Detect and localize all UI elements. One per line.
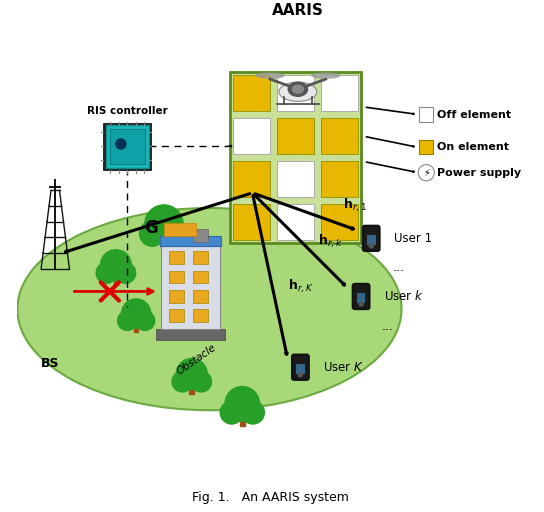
Bar bbox=[419, 108, 434, 121]
Bar bbox=[357, 293, 366, 303]
Bar bbox=[240, 408, 245, 426]
Circle shape bbox=[418, 164, 434, 181]
Circle shape bbox=[220, 401, 243, 424]
Bar bbox=[233, 161, 270, 197]
Bar bbox=[103, 122, 151, 169]
Bar bbox=[233, 75, 270, 111]
Text: Off element: Off element bbox=[437, 110, 511, 119]
Bar bbox=[156, 329, 225, 340]
Circle shape bbox=[101, 250, 132, 281]
Circle shape bbox=[122, 299, 151, 328]
Bar bbox=[169, 309, 184, 322]
Bar bbox=[110, 129, 145, 163]
Bar bbox=[193, 229, 208, 242]
Circle shape bbox=[172, 371, 193, 392]
Text: $\mathbf{h}_{r,k}$: $\mathbf{h}_{r,k}$ bbox=[318, 232, 343, 249]
Text: AARIS: AARIS bbox=[272, 4, 324, 18]
Bar bbox=[277, 118, 314, 154]
Circle shape bbox=[225, 387, 259, 421]
Ellipse shape bbox=[279, 82, 317, 101]
Bar bbox=[162, 246, 220, 329]
Text: On element: On element bbox=[437, 142, 509, 153]
Bar bbox=[134, 317, 138, 332]
Bar bbox=[160, 236, 221, 246]
FancyBboxPatch shape bbox=[353, 284, 369, 309]
Bar bbox=[321, 118, 357, 154]
Bar bbox=[106, 124, 149, 167]
Bar bbox=[233, 118, 270, 154]
Text: ⚡: ⚡ bbox=[423, 167, 430, 178]
Text: $\mathbf{h}_{r,1}$: $\mathbf{h}_{r,1}$ bbox=[343, 197, 367, 214]
Text: RIS controller: RIS controller bbox=[87, 105, 168, 116]
Text: Power supply: Power supply bbox=[437, 167, 522, 178]
Text: Fig. 1.   An AARIS system: Fig. 1. An AARIS system bbox=[191, 490, 349, 504]
Ellipse shape bbox=[292, 85, 304, 93]
Bar bbox=[169, 271, 184, 283]
Text: User $K$: User $K$ bbox=[323, 361, 364, 374]
Circle shape bbox=[139, 221, 165, 246]
Circle shape bbox=[96, 263, 117, 283]
Bar bbox=[233, 204, 270, 240]
Circle shape bbox=[369, 244, 373, 248]
Bar bbox=[230, 72, 361, 243]
Circle shape bbox=[163, 221, 188, 246]
Bar bbox=[193, 251, 208, 264]
Bar bbox=[193, 290, 208, 303]
Bar bbox=[419, 140, 434, 155]
Text: BS: BS bbox=[41, 357, 59, 370]
Bar bbox=[277, 161, 314, 197]
Ellipse shape bbox=[256, 73, 284, 78]
Circle shape bbox=[145, 205, 183, 243]
Bar bbox=[169, 290, 184, 303]
Circle shape bbox=[118, 311, 137, 330]
FancyBboxPatch shape bbox=[292, 355, 309, 380]
Circle shape bbox=[115, 263, 135, 283]
Circle shape bbox=[242, 401, 264, 424]
Ellipse shape bbox=[17, 208, 401, 410]
Text: Obstacle: Obstacle bbox=[175, 342, 218, 376]
Bar bbox=[367, 235, 375, 245]
Circle shape bbox=[176, 358, 207, 390]
Circle shape bbox=[359, 302, 363, 306]
Bar bbox=[169, 251, 184, 264]
Text: User 1: User 1 bbox=[394, 232, 432, 245]
FancyBboxPatch shape bbox=[363, 226, 380, 251]
Bar bbox=[277, 204, 314, 240]
Bar bbox=[193, 309, 208, 322]
Bar bbox=[189, 377, 194, 394]
Text: ...: ... bbox=[392, 261, 404, 274]
Bar bbox=[161, 228, 167, 248]
Text: $\mathbf{G}$: $\mathbf{G}$ bbox=[144, 219, 158, 237]
Text: $\mathbf{h}_{r,K}$: $\mathbf{h}_{r,K}$ bbox=[288, 278, 313, 295]
Text: User $k$: User $k$ bbox=[384, 289, 424, 304]
Text: ...: ... bbox=[381, 321, 393, 333]
Bar bbox=[114, 269, 118, 285]
Circle shape bbox=[191, 371, 212, 392]
Bar bbox=[164, 223, 196, 236]
Ellipse shape bbox=[312, 73, 339, 78]
Bar bbox=[296, 364, 305, 374]
Bar bbox=[193, 271, 208, 283]
Circle shape bbox=[135, 311, 154, 330]
Circle shape bbox=[116, 139, 126, 149]
Bar bbox=[321, 204, 357, 240]
Ellipse shape bbox=[288, 82, 307, 96]
Bar bbox=[321, 161, 357, 197]
Circle shape bbox=[299, 373, 302, 377]
Bar bbox=[321, 75, 357, 111]
Bar bbox=[277, 75, 314, 111]
